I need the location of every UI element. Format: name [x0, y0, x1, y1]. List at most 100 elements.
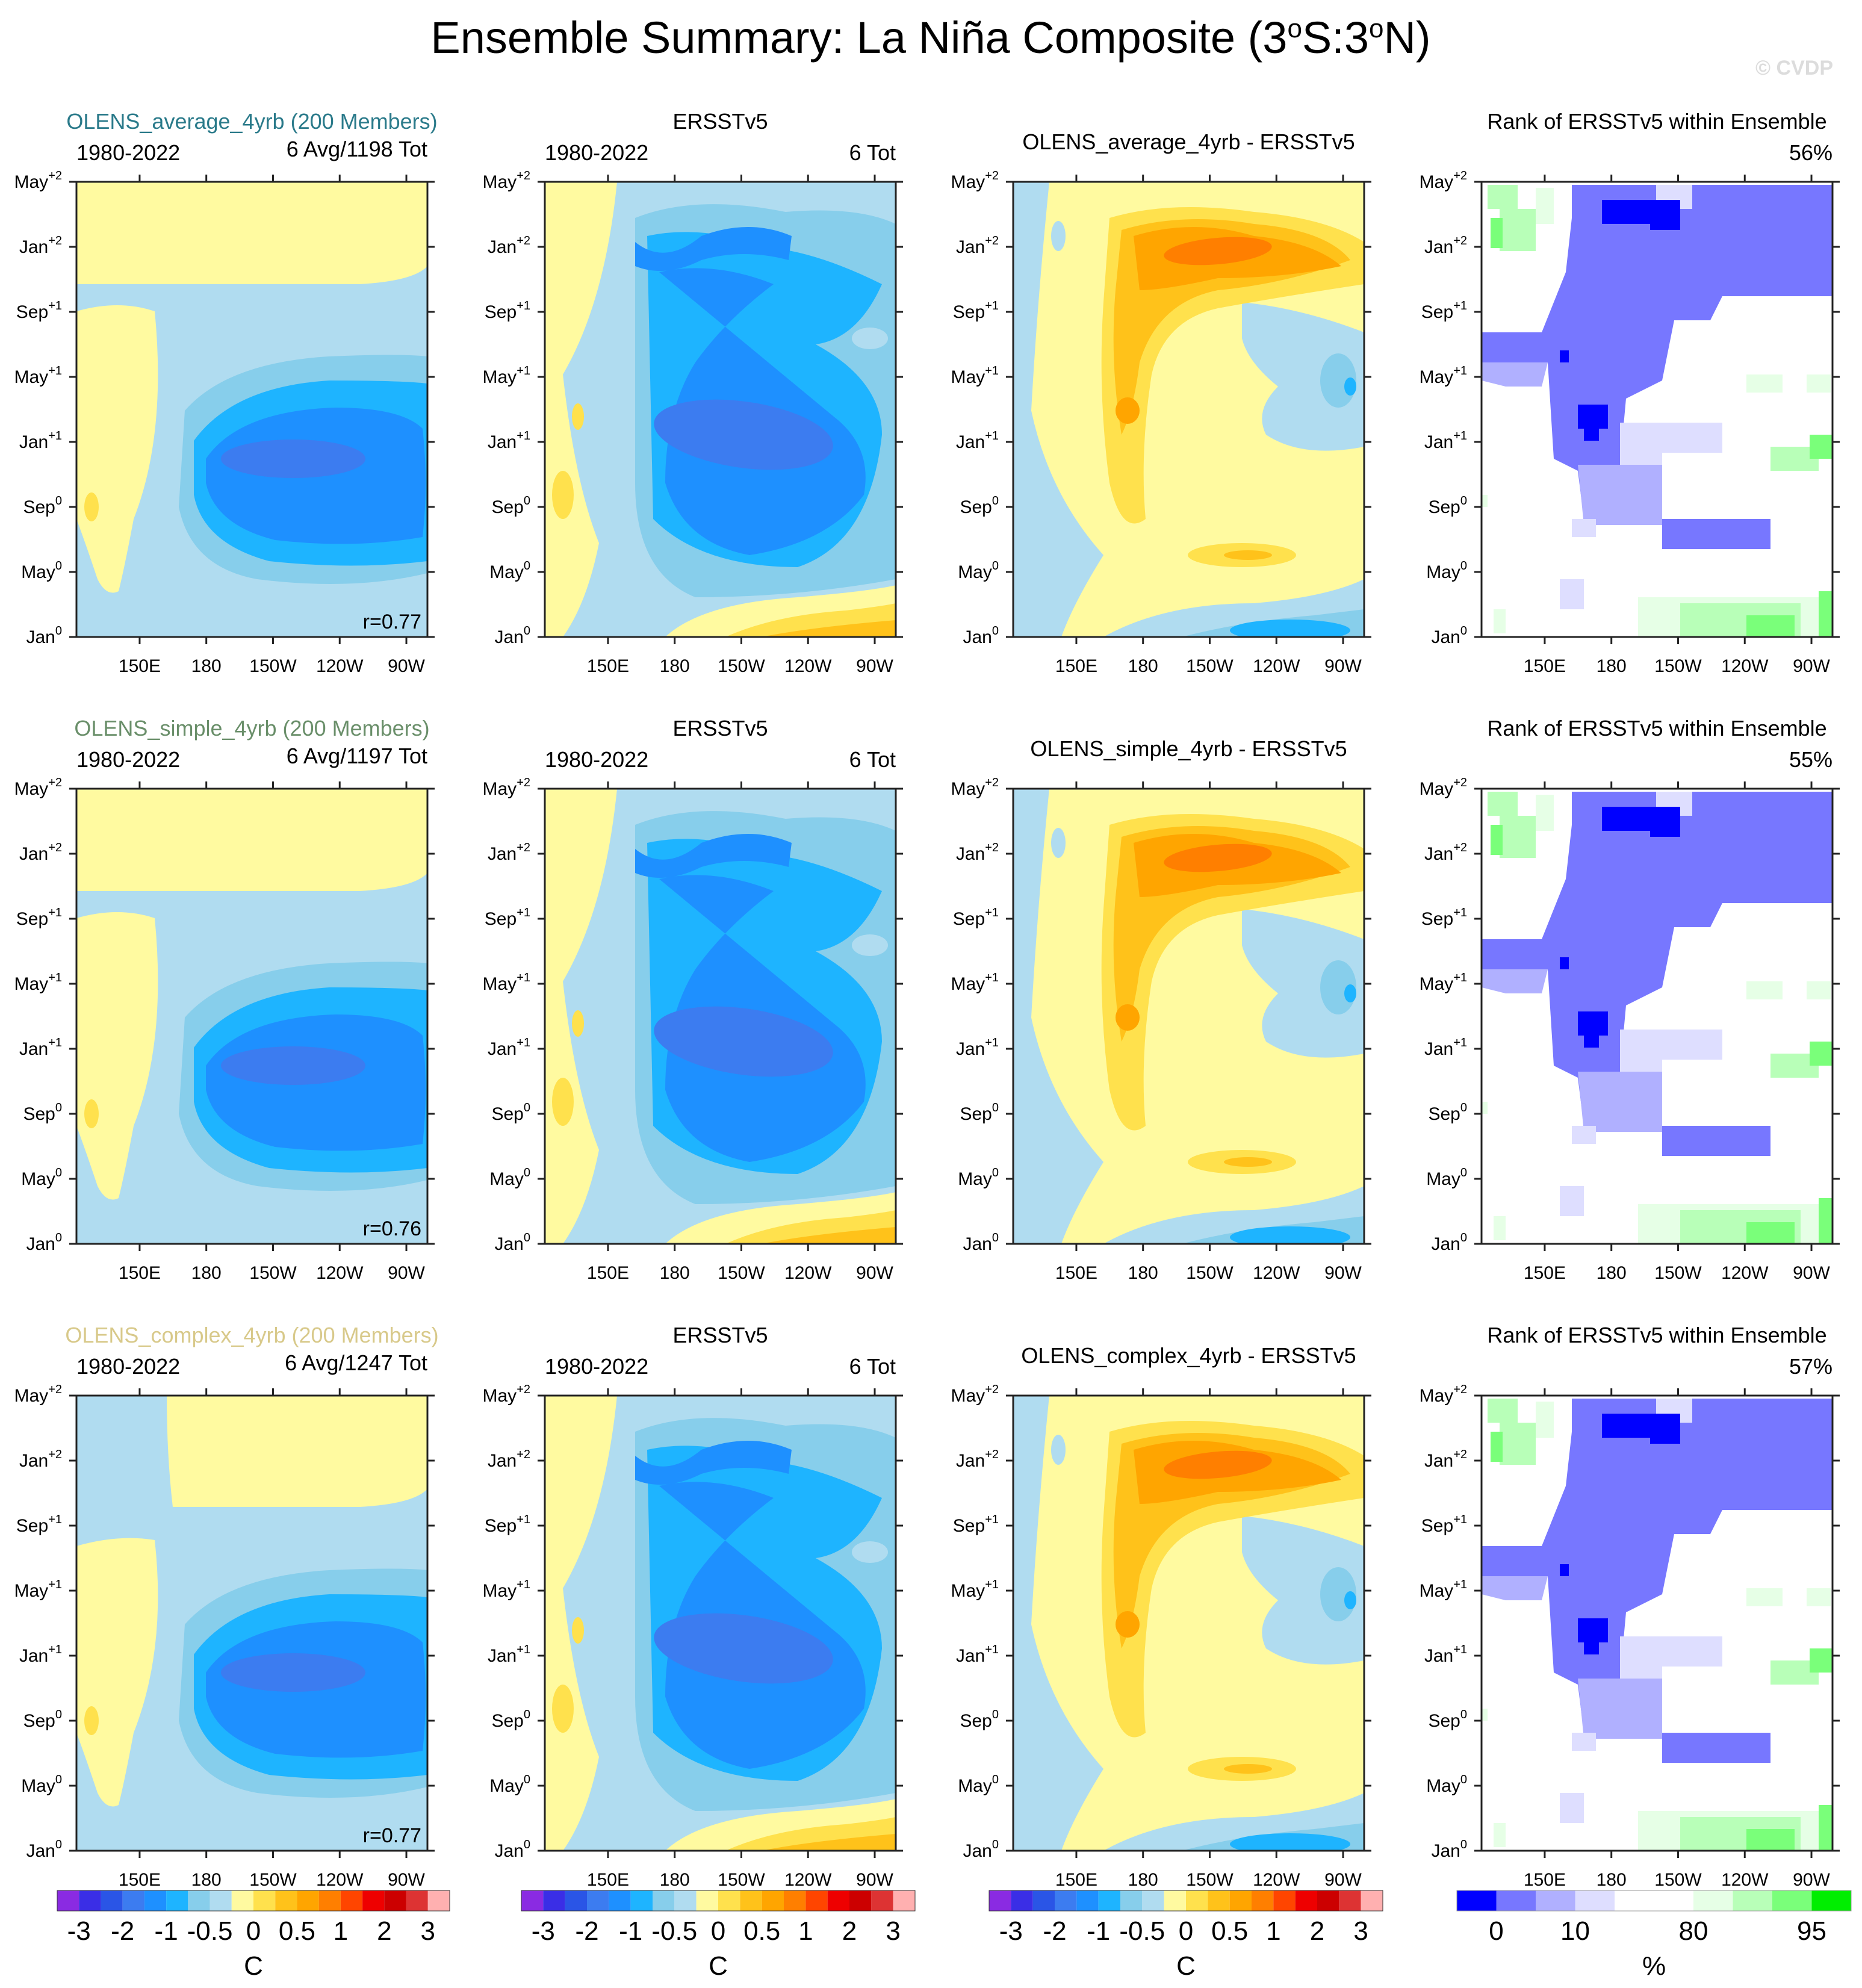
x-tick-label: 90W	[1793, 656, 1830, 676]
x-tick-label: 90W	[388, 1263, 425, 1283]
plot-frame	[75, 1394, 429, 1852]
x-tick-label: 120W	[316, 656, 364, 676]
panel-r1-c3: Jan0 May0 Sep0 Jan+1 May+1 Sep+1 Jan+2 May+2 150…	[951, 129, 1371, 676]
colorbar-label: -3	[67, 1916, 91, 1946]
y-tick-label: May+1	[14, 971, 63, 994]
rank-cell	[1560, 1564, 1569, 1576]
plot-frame	[1480, 1394, 1834, 1852]
y-tick-label: Sep+1	[1421, 1513, 1467, 1536]
x-tick-label: 150W	[249, 1263, 297, 1283]
colorbar-label: 1	[1266, 1916, 1280, 1946]
contour-blob	[1224, 1157, 1272, 1167]
rank-cell	[1602, 1414, 1620, 1438]
contour-blob	[1230, 1226, 1350, 1244]
count-label: 6 Tot	[849, 1354, 896, 1379]
contour-blob	[1230, 620, 1350, 637]
main-title: Ensemble Summary: La Niña Composite (3oS…	[430, 13, 1430, 63]
colorbar-label: -3	[999, 1916, 1023, 1946]
y-tick-label: May0	[1426, 1773, 1467, 1796]
rank-cell	[1819, 1198, 1833, 1244]
rank-cell	[1746, 1588, 1783, 1606]
y-tick-label: May+1	[951, 971, 999, 994]
period-label: 1980-2022	[545, 140, 648, 165]
rank-cell	[1584, 423, 1599, 441]
rank-cell	[1560, 1793, 1584, 1823]
y-tick-label: Sep0	[960, 494, 999, 517]
colorbar-swatch	[1811, 1890, 1851, 1911]
colorbar-label: 0	[246, 1916, 261, 1946]
plot-frame	[75, 787, 429, 1245]
diff-title: OLENS_average_4yrb - ERSSTv5	[1022, 129, 1355, 154]
x-tick-label: 150W	[249, 1870, 297, 1890]
colorbar-label: -1	[155, 1916, 178, 1946]
contour-blob	[221, 1046, 365, 1085]
y-tick-label: Sep0	[1428, 1101, 1467, 1124]
colorbar-swatch	[1317, 1890, 1339, 1911]
period-label: 1980-2022	[76, 747, 180, 772]
rank-cell	[1807, 374, 1831, 393]
contour-region	[762, 1834, 896, 1851]
panel-r2-c2: Jan0 May0 Sep0 Jan+1 May+1 Sep+1 Jan+2 May+2 150…	[483, 716, 903, 1283]
contour-blob	[1344, 984, 1356, 1002]
contour-blob	[1164, 1450, 1272, 1479]
contour-region	[1662, 1126, 1770, 1156]
colorbar-label: 2	[1310, 1916, 1324, 1946]
colorbar-label: 1	[798, 1916, 813, 1946]
colorbar-label: -0.5	[1119, 1916, 1165, 1946]
x-tick-label: 150E	[587, 1263, 629, 1283]
y-tick-label: Sep0	[23, 494, 62, 517]
rank-cell	[1536, 795, 1554, 831]
colorbar-label: 80	[1679, 1916, 1708, 1946]
panel-r2-c3: Jan0 May0 Sep0 Jan+1 May+1 Sep+1 Jan+2 May+2 150…	[951, 736, 1371, 1283]
panel-r1-c4: Jan0 May0 Sep0 Jan+1 May+1 Sep+1 Jan+2 May+2 150…	[1420, 109, 1840, 676]
colorbar-swatch	[209, 1890, 232, 1911]
colorbar-swatch	[1229, 1890, 1252, 1911]
x-tick-label: 150E	[119, 656, 161, 676]
plot-area	[545, 1396, 896, 1851]
colorbar-label: -1	[1087, 1916, 1110, 1946]
y-tick-label: Sep0	[960, 1708, 999, 1731]
y-tick-label: May+1	[14, 1578, 63, 1601]
colorbar-group: -3 -2 -1 -0.5 0 0.5 1 2 3C-3 -2 -1 -0.5 0 0.5 1 2 3C-3 -2…	[57, 1890, 1852, 1981]
colorbar-label: 10	[1560, 1916, 1590, 1946]
contour-blob	[1224, 1764, 1272, 1774]
y-tick-label: May+2	[951, 776, 999, 799]
y-tick-label: Sep+1	[1421, 906, 1467, 929]
y-tick-label: Jan0	[963, 624, 999, 647]
y-tick-label: Sep+1	[16, 906, 62, 929]
contour-region	[1662, 1733, 1770, 1763]
y-tick-label: Jan+1	[956, 1036, 999, 1059]
y-tick-label: May+1	[1420, 971, 1468, 994]
rank-cell	[1491, 1432, 1503, 1462]
colorbar-swatch	[253, 1890, 276, 1911]
y-tick-label: May0	[1426, 1166, 1467, 1189]
contour-blob	[572, 403, 584, 430]
rank-cell	[1482, 1709, 1488, 1721]
y-tick-label: Jan+1	[19, 1036, 62, 1059]
y-tick-label: Jan0	[1432, 624, 1468, 647]
plot-area	[76, 182, 427, 637]
rank-cell	[1602, 200, 1620, 224]
colorbar-swatch	[144, 1890, 167, 1911]
obs-title: ERSSTv5	[672, 1323, 768, 1347]
colorbar-label: -0.5	[187, 1916, 233, 1946]
colorbar-swatch	[1575, 1890, 1615, 1911]
y-tick-label: Jan+1	[488, 1643, 530, 1666]
rank-title: Rank of ERSSTv5 within Ensemble	[1487, 716, 1826, 741]
x-tick-label: 180	[1597, 1263, 1627, 1283]
colorbar-swatch	[893, 1890, 915, 1911]
y-tick-label: Jan0	[963, 1838, 999, 1861]
x-tick-label: 120W	[1721, 1870, 1769, 1890]
correlation-label: r=0.77	[363, 1824, 421, 1847]
colorbar-swatch	[1208, 1890, 1230, 1911]
contour-region	[762, 1227, 896, 1244]
colorbar-label: 0	[1179, 1916, 1193, 1946]
x-tick-label: 120W	[1253, 1263, 1300, 1283]
x-tick-label: 150W	[1654, 1263, 1702, 1283]
y-tick-label: May0	[489, 1166, 530, 1189]
x-tick-label: 90W	[388, 656, 425, 676]
y-tick-label: Sep+1	[16, 1513, 62, 1536]
plot-frame	[75, 181, 429, 638]
colorbar-swatch	[653, 1890, 675, 1911]
y-tick-label: May0	[958, 559, 999, 582]
